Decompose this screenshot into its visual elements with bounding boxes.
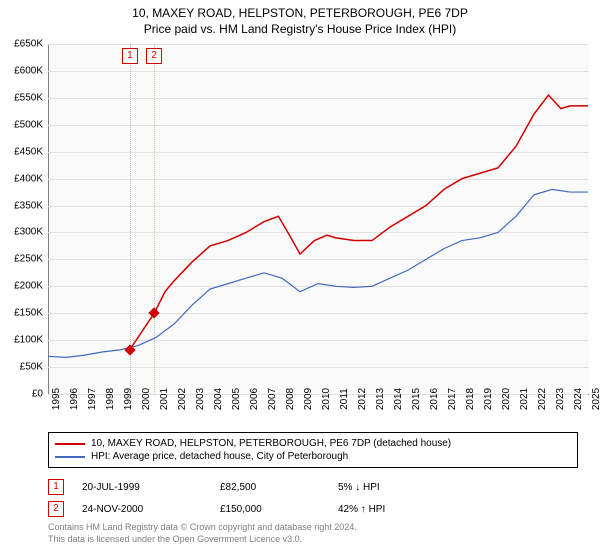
x-tick-label: 1997 [87,388,98,410]
x-tick-label: 2013 [375,388,386,410]
x-tick-label: 1996 [69,388,80,410]
x-tick-label: 1999 [123,388,134,410]
y-tick-label: £50K [3,362,43,373]
legend-label: 10, MAXEY ROAD, HELPSTON, PETERBOROUGH, … [91,438,451,449]
x-tick-label: 2019 [483,388,494,410]
chart-container: 10, MAXEY ROAD, HELPSTON, PETERBOROUGH, … [0,0,600,560]
sale-date: 24-NOV-2000 [82,504,202,515]
x-tick-label: 2010 [321,388,332,410]
sale-row: 1 20-JUL-1999 £82,500 5% ↓ HPI [48,476,578,498]
y-tick-label: £500K [3,119,43,130]
x-tick-label: 2020 [501,388,512,410]
sale-row: 2 24-NOV-2000 £150,000 42% ↑ HPI [48,498,578,520]
x-tick-label: 2005 [231,388,242,410]
sale-diff: 5% ↓ HPI [338,482,438,493]
y-tick-label: £400K [3,173,43,184]
footer-line-2: This data is licensed under the Open Gov… [48,534,578,546]
x-tick-label: 2018 [465,388,476,410]
sale-date: 20-JUL-1999 [82,482,202,493]
legend-item: HPI: Average price, detached house, City… [55,450,571,463]
series-line-price_paid [130,95,588,349]
sale-marker-box: 2 [146,48,162,64]
y-tick-label: £600K [3,65,43,76]
y-tick-label: £250K [3,254,43,265]
x-tick-label: 2024 [573,388,584,410]
x-tick-label: 2009 [303,388,314,410]
legend-item: 10, MAXEY ROAD, HELPSTON, PETERBOROUGH, … [55,437,571,450]
y-tick-label: £100K [3,335,43,346]
sale-marker-box: 1 [122,48,138,64]
plot-area: 12 £0£50K£100K£150K£200K£250K£300K£350K£… [48,44,588,394]
legend-label: HPI: Average price, detached house, City… [91,451,348,462]
x-tick-label: 2022 [537,388,548,410]
legend-swatch [55,443,85,445]
footer-attribution: Contains HM Land Registry data © Crown c… [48,522,578,545]
x-tick-label: 2001 [159,388,170,410]
x-tick-label: 2015 [411,388,422,410]
legend: 10, MAXEY ROAD, HELPSTON, PETERBOROUGH, … [48,432,578,468]
sale-row-marker: 1 [48,479,64,495]
sales-table: 1 20-JUL-1999 £82,500 5% ↓ HPI 2 24-NOV-2000 £… [48,476,578,520]
y-tick-label: £350K [3,200,43,211]
x-tick-label: 2025 [591,388,600,410]
y-tick-label: £450K [3,146,43,157]
x-tick-label: 2014 [393,388,404,410]
legend-swatch [55,456,85,458]
x-tick-label: 2006 [249,388,260,410]
footer-line-1: Contains HM Land Registry data © Crown c… [48,522,578,534]
sale-price: £82,500 [220,482,320,493]
sale-row-marker: 2 [48,501,64,517]
x-tick-label: 2000 [141,388,152,410]
y-tick-label: £650K [3,39,43,50]
x-tick-label: 1995 [51,388,62,410]
x-tick-label: 2008 [285,388,296,410]
x-tick-label: 2023 [555,388,566,410]
x-tick-label: 2011 [339,388,350,410]
sale-diff: 42% ↑ HPI [338,504,438,515]
line-chart-svg [48,44,588,394]
sale-price: £150,000 [220,504,320,515]
y-tick-label: £150K [3,308,43,319]
y-tick-label: £0 [3,389,43,400]
x-tick-label: 2021 [519,388,530,410]
x-tick-label: 2007 [267,388,278,410]
x-tick-label: 2002 [177,388,188,410]
series-line-hpi [48,189,588,357]
x-tick-label: 2004 [213,388,224,410]
y-tick-label: £200K [3,281,43,292]
x-tick-label: 1998 [105,388,116,410]
chart-title: 10, MAXEY ROAD, HELPSTON, PETERBOROUGH, … [0,0,600,20]
x-tick-label: 2016 [429,388,440,410]
y-tick-label: £550K [3,92,43,103]
x-tick-label: 2003 [195,388,206,410]
y-tick-label: £300K [3,227,43,238]
chart-subtitle: Price paid vs. HM Land Registry's House … [0,20,600,36]
x-tick-label: 2017 [447,388,458,410]
x-tick-label: 2012 [357,388,368,410]
